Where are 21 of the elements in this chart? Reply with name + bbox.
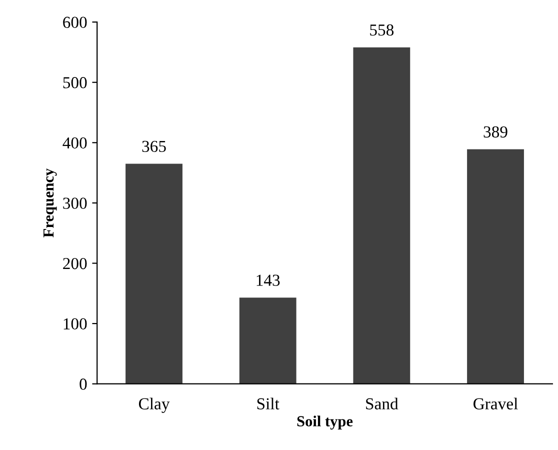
bar — [467, 149, 524, 384]
y-tick-label: 300 — [63, 198, 87, 209]
bar — [126, 164, 182, 384]
y-tick-label: 400 — [62, 137, 87, 149]
y-tick-label: 0 — [80, 378, 87, 390]
bar — [353, 47, 410, 384]
data-label: 365 — [142, 140, 166, 152]
x-axis-title: Soil type — [297, 416, 353, 430]
x-tick-label: Gravel — [474, 398, 518, 410]
data-label: 143 — [256, 274, 280, 286]
y-axis-title: Frequency — [44, 168, 57, 238]
x-tick-label: Silt — [257, 398, 280, 410]
y-tick-label: 200 — [63, 258, 87, 270]
y-tick-label: 600 — [63, 16, 87, 28]
x-tick-label: Sand — [366, 398, 398, 410]
y-tick-label: 500 — [63, 77, 87, 88]
data-label: 389 — [484, 126, 508, 138]
y-tick-label: 100 — [64, 318, 87, 330]
bar — [239, 298, 296, 384]
x-tick-label: Clay — [138, 398, 170, 413]
data-label: 558 — [370, 24, 394, 36]
